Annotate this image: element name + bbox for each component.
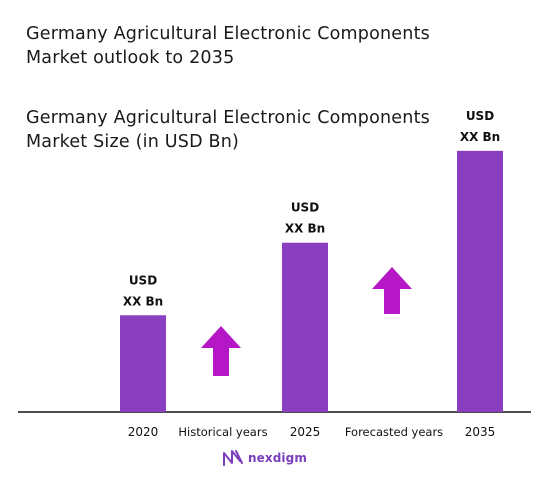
data-label-2035-line2: XX Bn [460, 130, 500, 144]
data-label-2025-line1: USD [291, 201, 319, 215]
x-tick-label-2035: 2035 [465, 425, 496, 439]
nexdigm-logo-icon [223, 450, 243, 466]
data-label-2020-line1: USD [129, 273, 157, 287]
data-label-2020-line2: XX Bn [123, 294, 163, 308]
chart-subtitle: Germany Agricultural Electronic Componen… [26, 108, 430, 152]
brand-footer: nexdigm [222, 449, 307, 467]
data-label-2025-line2: XX Bn [285, 222, 325, 236]
bar-2025 [282, 242, 328, 412]
period-label-historical: Historical years [178, 425, 267, 439]
bar-2035 [457, 150, 503, 412]
growth-arrow-icon-1 [201, 326, 241, 376]
x-tick-label-2020: 2020 [128, 425, 159, 439]
x-tick-label-2025: 2025 [290, 425, 321, 439]
growth-arrow-icon-2 [372, 267, 412, 314]
data-label-2035-line1: USD [466, 109, 494, 123]
bar-2020 [120, 315, 166, 412]
chart-title: Germany Agricultural Electronic Componen… [26, 24, 430, 68]
brand-name: nexdigm [248, 451, 307, 465]
period-label-forecasted: Forecasted years [345, 425, 443, 439]
